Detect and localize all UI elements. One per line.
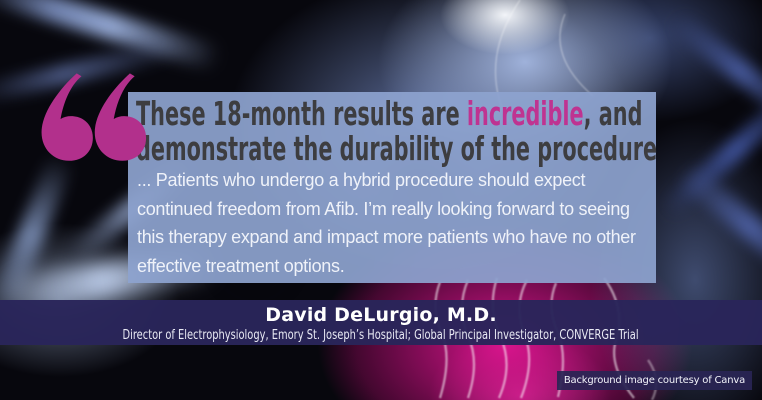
quote-headline-line2: demonstrate the durability of the proced…	[136, 129, 658, 168]
attribution-title-row: Director of Electrophysiology, Emory St.…	[0, 328, 762, 343]
attribution-title: Director of Electrophysiology, Emory St.…	[122, 328, 640, 343]
opening-double-quote-icon	[41, 73, 147, 161]
quote-headline-line1: These 18-month results are incredible, a…	[136, 96, 657, 131]
headline-text: These 18-month results are	[136, 94, 467, 133]
headline-highlight: incredible	[466, 94, 584, 133]
quote-body: ... Patients who undergo a hybrid proced…	[137, 170, 636, 276]
quote-headline: These 18-month results are incredible, a…	[136, 96, 762, 166]
attribution-band: David DeLurgio, M.D. Director of Electro…	[0, 300, 762, 345]
headline-text: , and	[583, 94, 643, 133]
quote-panel: These 18-month results are incredible, a…	[128, 92, 657, 283]
attribution-name: David DeLurgio, M.D.	[265, 304, 497, 326]
image-credit-badge: Background image courtesy of Canva	[556, 371, 752, 390]
